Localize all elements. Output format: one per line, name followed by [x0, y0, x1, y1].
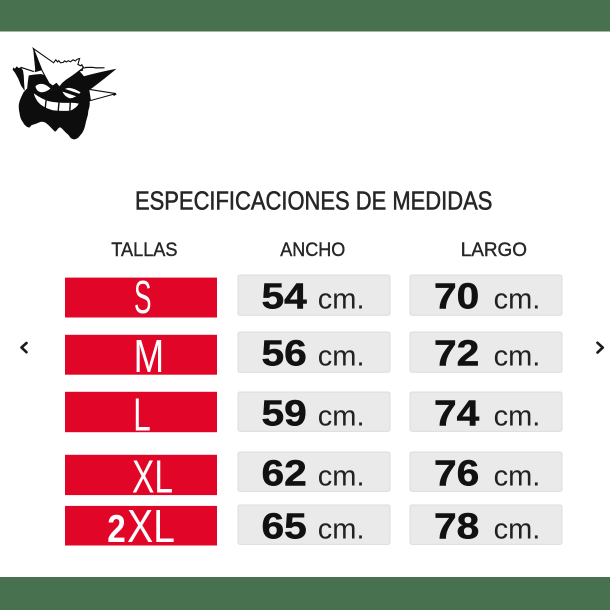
svg-text:ESPECIFICACIONES DE MEDIDAS: ESPECIFICACIONES DE MEDIDAS — [135, 188, 492, 216]
svg-text:cm.: cm. — [318, 513, 365, 545]
svg-text:72: 72 — [434, 333, 479, 373]
svg-text:cm.: cm. — [494, 460, 541, 492]
svg-text:54: 54 — [262, 276, 307, 316]
svg-text:cm.: cm. — [494, 340, 541, 372]
svg-text:XL: XL — [127, 500, 175, 552]
svg-text:cm.: cm. — [494, 513, 541, 545]
svg-text:XL: XL — [132, 451, 173, 503]
svg-text:62: 62 — [262, 453, 307, 493]
svg-text:cm.: cm. — [494, 400, 541, 432]
svg-text:LARGO: LARGO — [461, 239, 527, 261]
svg-text:cm.: cm. — [318, 283, 365, 315]
svg-text:65: 65 — [262, 506, 307, 546]
svg-text:cm.: cm. — [494, 283, 541, 315]
svg-text:78: 78 — [434, 506, 479, 546]
svg-text:74: 74 — [434, 393, 479, 433]
svg-text:cm.: cm. — [318, 460, 365, 492]
svg-text:L: L — [133, 388, 151, 440]
svg-text:cm.: cm. — [318, 400, 365, 432]
svg-text:cm.: cm. — [318, 340, 365, 372]
svg-text:S: S — [134, 271, 152, 323]
svg-text:2: 2 — [107, 508, 126, 551]
svg-text:M: M — [134, 330, 165, 382]
svg-text:70: 70 — [434, 276, 479, 316]
svg-text:TALLAS: TALLAS — [111, 239, 177, 261]
svg-text:59: 59 — [262, 393, 307, 433]
svg-text:76: 76 — [434, 453, 479, 493]
svg-text:ANCHO: ANCHO — [280, 239, 345, 261]
svg-text:56: 56 — [262, 333, 307, 373]
